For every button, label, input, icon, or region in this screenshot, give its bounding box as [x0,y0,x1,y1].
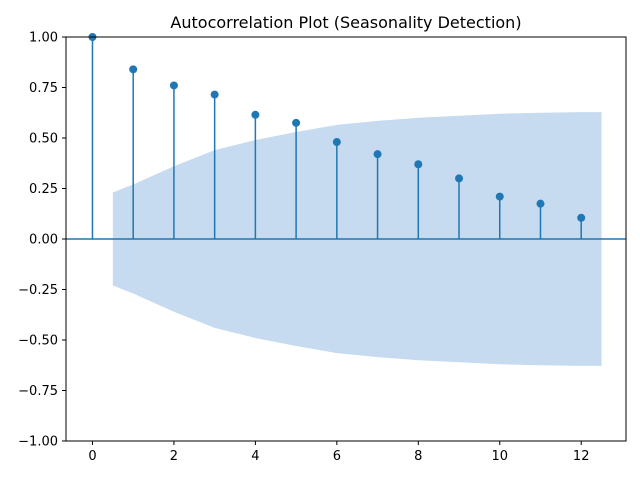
chart-title: Autocorrelation Plot (Seasonality Detect… [170,13,521,32]
x-tick-label: 12 [573,449,590,464]
y-tick-label: 0.25 [29,182,58,197]
y-tick-label: −1.00 [18,435,58,450]
x-tick-label: 0 [88,449,96,464]
x-tick-label: 10 [491,449,508,464]
y-tick-label: 0.00 [29,233,58,248]
acf-point [251,110,260,119]
y-axis-ticks: −1.00 −0.75 −0.50 −0.25 0.00 0.25 0.50 0.75 1.00 [18,31,66,450]
acf-point [455,174,464,183]
acf-point [292,118,301,127]
x-tick-label: 2 [170,449,178,464]
x-tick-label: 4 [251,449,259,464]
acf-point [414,160,423,169]
acf-point [373,150,382,159]
y-tick-label: −0.75 [18,384,58,399]
y-tick-label: 0.50 [29,132,58,147]
acf-point [332,138,341,147]
x-tick-label: 6 [333,449,341,464]
y-tick-label: 1.00 [29,31,58,46]
y-tick-label: −0.25 [18,283,58,298]
acf-point [577,213,586,222]
acf-point [536,199,545,208]
y-tick-label: 0.75 [29,81,58,96]
x-tick-label: 8 [414,449,422,464]
acf-point [495,192,504,201]
acf-point [129,65,138,74]
stem-layer [88,33,586,239]
x-axis-ticks: 0 2 4 6 8 10 12 [88,441,589,464]
y-tick-label: −0.50 [18,334,58,349]
acf-point [169,81,178,90]
acf-point [210,90,219,99]
